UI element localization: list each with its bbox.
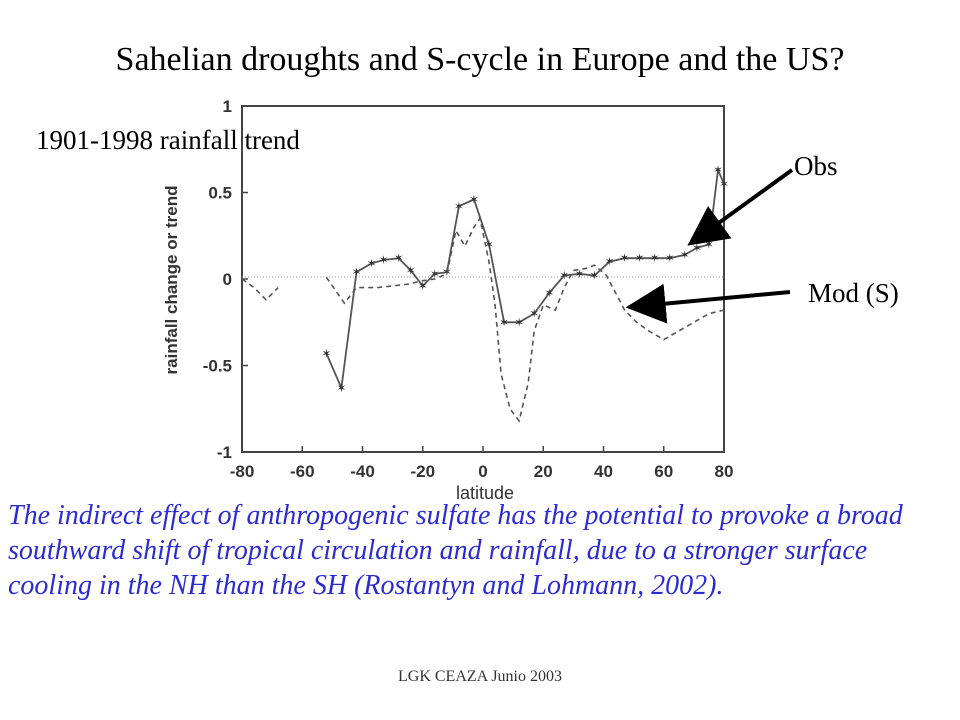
data-point-obs: ✶ [620, 251, 630, 265]
x-tick-label: 0 [478, 462, 487, 481]
data-point-obs: ✶ [574, 267, 584, 281]
data-point-obs: ✶ [367, 256, 377, 270]
data-point-obs: ✶ [719, 177, 729, 191]
y-tick-label: -1 [217, 443, 232, 462]
footer-text: LGK CEAZA Junio 2003 [398, 668, 562, 685]
x-tick-label: 80 [715, 462, 734, 481]
x-axis-label: latitude [456, 483, 514, 503]
data-point-obs: ✶ [394, 251, 404, 265]
x-tick-label: -60 [290, 462, 315, 481]
x-tick-label: -40 [350, 462, 375, 481]
data-point-obs: ✶ [704, 237, 714, 251]
annotation-arrow [687, 168, 794, 246]
data-point-obs: ✶ [379, 253, 389, 267]
x-tick-label: -20 [410, 462, 435, 481]
data-point-obs: ✶ [604, 255, 614, 269]
series-line-mod-s [241, 278, 279, 301]
y-axis-label: rainfall change or trend [162, 186, 181, 375]
y-tick-label: -0.5 [203, 357, 232, 376]
data-point-obs: ✶ [529, 307, 539, 321]
slide-title: Sahelian droughts and S-cycle in Europe … [115, 41, 845, 78]
x-tick-label: 40 [594, 462, 613, 481]
data-point-obs: ✶ [351, 265, 361, 279]
data-point-obs: ✶ [713, 163, 723, 177]
data-point-obs: ✶ [514, 315, 524, 329]
data-point-obs: ✶ [589, 269, 599, 283]
data-point-obs: ✶ [430, 267, 440, 281]
data-point-obs: ✶ [454, 199, 464, 213]
annotation-arrow [625, 283, 791, 324]
data-point-obs: ✶ [559, 269, 569, 283]
data-point-obs: ✶ [692, 241, 702, 255]
x-tick-label: -80 [230, 462, 255, 481]
data-point-obs: ✶ [499, 315, 509, 329]
data-point-obs: ✶ [665, 251, 675, 265]
data-point-obs: ✶ [650, 251, 660, 265]
y-tick-label: 1 [223, 97, 232, 116]
y-tick-label: 0.5 [208, 184, 232, 203]
data-point-obs: ✶ [544, 286, 554, 300]
annotation-label-mod-s: Mod (S) [808, 278, 899, 308]
series-line-obs [325, 166, 725, 392]
data-point-obs: ✶ [336, 381, 346, 395]
x-tick-label: 20 [534, 462, 553, 481]
data-point-obs: ✶ [635, 251, 645, 265]
plot-frame [241, 105, 725, 453]
inset-title: 1901-1998 rainfall trend [36, 125, 300, 155]
data-point-obs: ✶ [484, 237, 494, 251]
annotation-label-obs: Obs [794, 151, 838, 181]
data-point-obs: ✶ [321, 346, 331, 360]
data-point-obs: ✶ [680, 248, 690, 262]
data-point-obs: ✶ [469, 192, 479, 206]
caption-text: The indirect effect of anthropogenic sul… [8, 500, 903, 601]
x-tick-label: 60 [654, 462, 673, 481]
data-point-obs: ✶ [418, 279, 428, 293]
y-tick-label: 0 [223, 270, 232, 289]
data-point-obs: ✶ [406, 263, 416, 277]
